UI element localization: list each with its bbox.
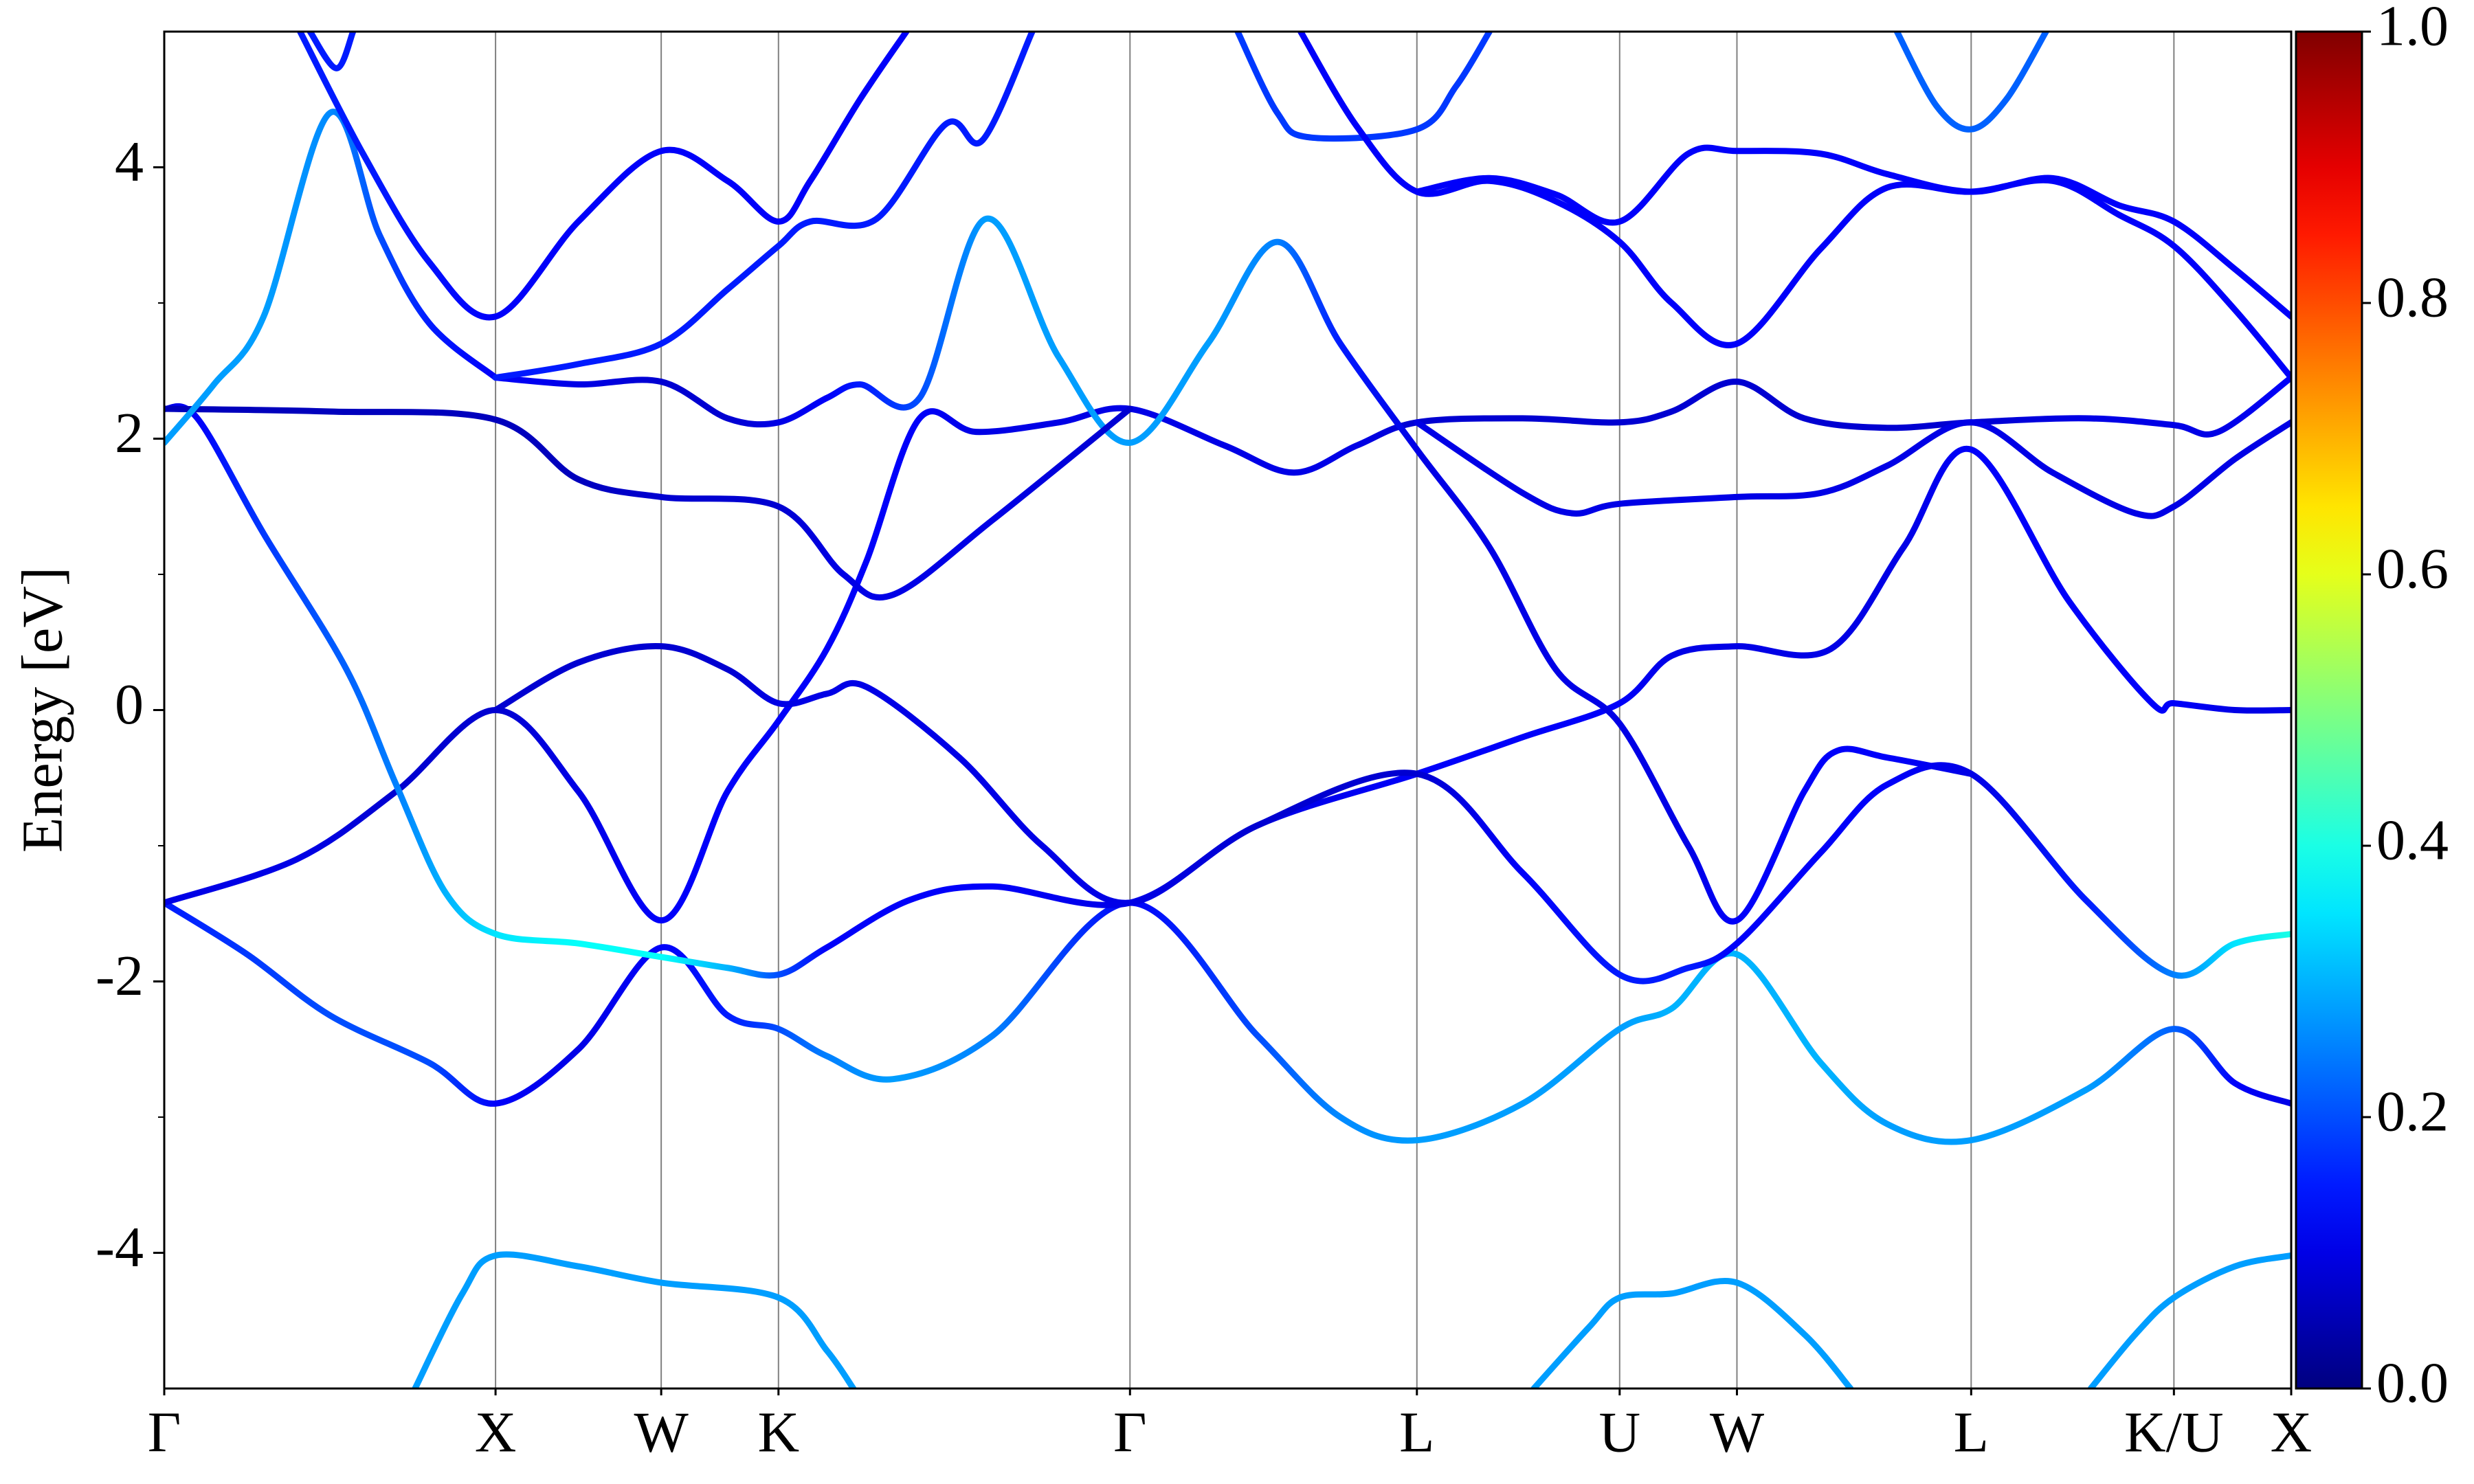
band-line (307, 32, 357, 71)
band-line (1297, 32, 2291, 381)
y-tick-label: 0 (115, 673, 144, 737)
x-tick-label: K/U (2124, 1400, 2224, 1464)
x-tick-label: Γ (1113, 1400, 1147, 1464)
x-tick-label: W (1710, 1400, 1765, 1464)
band-line (412, 1251, 2291, 1389)
band-line (1414, 419, 2291, 519)
colorbar-tick-label: 0.4 (2376, 808, 2449, 872)
band-line (164, 405, 1133, 601)
band-line (164, 899, 2291, 1145)
y-tick-label: -4 (96, 1215, 144, 1279)
band-line (1414, 144, 2291, 320)
colorbar-tick-label: 0.0 (2376, 1351, 2449, 1415)
band-line (492, 32, 1036, 381)
x-tick-label: W (634, 1400, 689, 1464)
y-tick-label: 4 (115, 130, 144, 194)
y-tick-label: -2 (96, 944, 144, 1008)
colorbar-tick-label: 0.2 (2376, 1079, 2449, 1143)
x-tick-label: U (1598, 1400, 1640, 1464)
band-line (164, 403, 2291, 985)
bands (164, 32, 2291, 1389)
y-tick-label: 2 (115, 401, 144, 465)
band-line (297, 32, 910, 321)
band-line (492, 215, 1974, 925)
x-tick-label: L (1954, 1400, 1989, 1464)
y-axis-label: Energy [eV] (10, 567, 74, 853)
x-tick-label: Γ (148, 1400, 181, 1464)
x-tick-label: X (475, 1400, 517, 1464)
x-tick-label: L (1399, 1400, 1434, 1464)
band-line (1893, 32, 2049, 133)
colorbar-tick-label: 0.8 (2376, 265, 2449, 329)
x-tick-label: K (757, 1400, 799, 1464)
band-line (492, 445, 2291, 906)
colorbar (2295, 30, 2363, 1390)
band-line (164, 109, 499, 446)
colorbar-tick-label: 1.0 (2376, 0, 2449, 58)
colorbar-tick-label: 0.6 (2376, 537, 2449, 600)
band-line (1234, 32, 1493, 142)
x-tick-label: X (2271, 1400, 2313, 1464)
